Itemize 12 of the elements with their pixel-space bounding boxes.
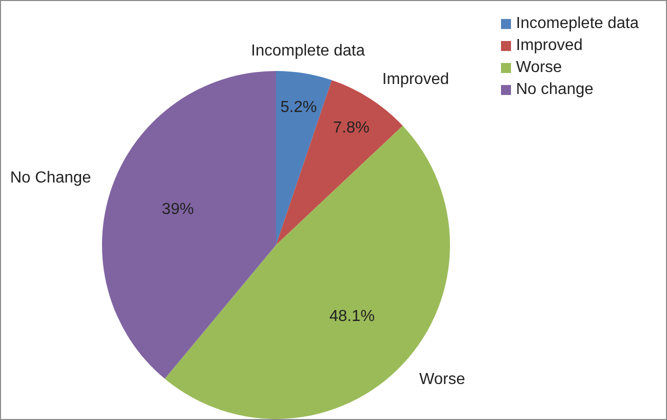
data-label: 5.2% [280,99,317,116]
legend-label: Incomeplete data [516,15,639,33]
legend-label: No change [516,81,594,99]
text: Improved [382,71,450,88]
text: Incomplete data [251,42,365,60]
data-label: 48.1% [329,308,375,325]
data-label: 39% [162,200,194,218]
text: No Change [10,170,92,187]
data-label: 7.8% [333,119,370,136]
legend-label: Improved [516,37,583,55]
legend-label: Worse [516,59,562,77]
text: Worse [419,371,466,388]
